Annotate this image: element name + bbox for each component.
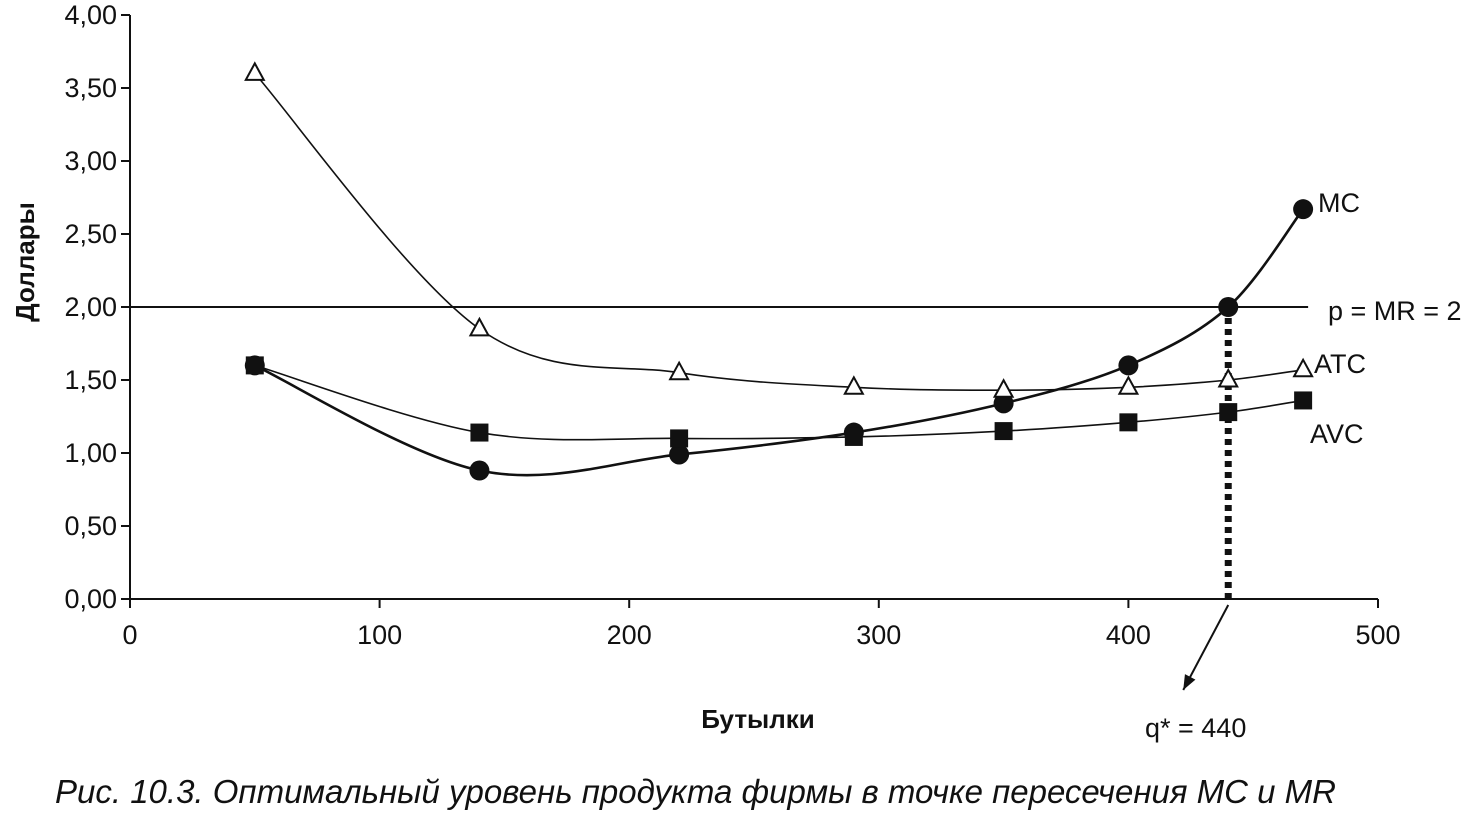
marker-mc — [1118, 355, 1139, 376]
marker-mc — [993, 393, 1014, 414]
series-label-atc: ATC — [1314, 349, 1366, 379]
x-tick-label: 100 — [357, 620, 402, 650]
series-line-mc — [254, 208, 1305, 477]
y-axis-title: Доллары — [10, 202, 40, 322]
marker-avc — [245, 356, 264, 375]
y-tick-label: 2,50 — [64, 219, 117, 249]
marker-mc — [1293, 199, 1314, 220]
price-line-label: p = MR = 2 — [1328, 296, 1462, 326]
marker-mc — [669, 444, 690, 465]
y-ticks: 0,00 0,50 1,00 1,50 2,00 2,50 3,00 3,50 4,00 — [64, 0, 130, 614]
marker-avc — [994, 422, 1013, 441]
q-star-annotation: q* = 440 — [1145, 713, 1246, 743]
x-tick-label: 500 — [1355, 620, 1400, 650]
series-line-atc — [254, 72, 1304, 392]
x-tick-label: 300 — [856, 620, 901, 650]
y-tick-label: 3,50 — [64, 73, 117, 103]
marker-avc — [670, 429, 689, 448]
q-star-arrow — [1182, 604, 1230, 691]
marker-atc — [1117, 375, 1140, 395]
marker-mc — [1218, 297, 1239, 317]
marker-avc — [1119, 413, 1138, 432]
series-label-mc: MC — [1318, 188, 1360, 218]
x-ticks: 0 100 200 300 400 500 — [122, 599, 1401, 650]
q-star-arrowhead — [1183, 674, 1196, 690]
marker-atc — [668, 360, 690, 381]
marker-atc — [244, 61, 266, 81]
marker-avc — [844, 427, 863, 446]
marker-avc — [1219, 403, 1238, 422]
marker-atc — [1292, 357, 1314, 378]
x-tick-label: 200 — [607, 620, 652, 650]
figure-caption: Рис. 10.3. Оптимальный уровень продукта … — [55, 773, 1337, 810]
marker-atc — [992, 378, 1015, 398]
y-tick-label: 2,00 — [64, 292, 117, 322]
x-tick-label: 0 — [122, 620, 137, 650]
x-axis-title: Бутылки — [701, 704, 815, 734]
y-tick-label: 0,50 — [64, 511, 117, 541]
chart-svg: 0,00 0,50 1,00 1,50 2,00 2,50 3,00 3,50 4,00 0 10… — [10, 0, 1462, 743]
marker-atc — [843, 375, 865, 395]
marker-mc — [469, 460, 490, 481]
y-tick-label: 4,00 — [64, 0, 117, 30]
marker-avc — [470, 423, 489, 442]
series — [130, 61, 1314, 691]
series-line-avc — [254, 364, 1304, 441]
series-label-avc: AVC — [1310, 419, 1364, 449]
y-tick-label: 1,50 — [64, 365, 117, 395]
marker-atc — [468, 316, 491, 337]
y-tick-label: 3,00 — [64, 146, 117, 176]
marker-avc — [1294, 391, 1313, 410]
marker-atc — [1217, 367, 1239, 388]
y-tick-label: 0,00 — [64, 584, 117, 614]
y-tick-label: 1,00 — [64, 438, 117, 468]
x-tick-label: 400 — [1106, 620, 1151, 650]
